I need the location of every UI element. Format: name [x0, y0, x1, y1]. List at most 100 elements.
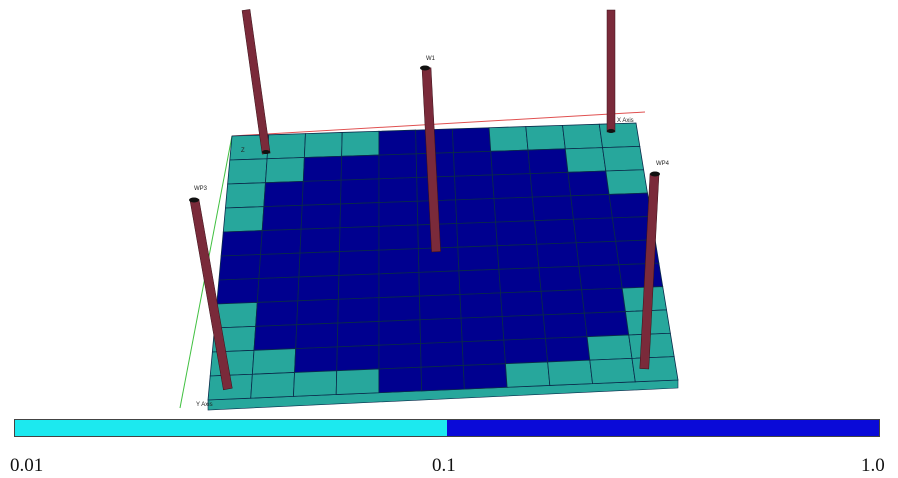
grid-cell: [341, 130, 380, 157]
grid-cell: [296, 298, 339, 326]
colorbar-tick-label: 0.01: [10, 455, 44, 476]
grid-cell: [378, 129, 417, 156]
grid-cell: [536, 242, 580, 269]
grid-cell: [420, 341, 464, 368]
colorbar: [14, 419, 880, 437]
grid-cell: [418, 270, 461, 297]
y-axis-label: Y Axis: [196, 402, 213, 408]
grid-cell: [578, 264, 623, 291]
well-label: WP4: [656, 161, 670, 167]
grid-cell: [227, 158, 268, 185]
grid-cell: [294, 346, 338, 373]
colorbar-tick-label: 0.1: [432, 455, 456, 476]
grid-cell: [608, 192, 652, 219]
grid-cell: [457, 245, 500, 272]
grid-cell: [266, 133, 306, 160]
grid-cell: [260, 228, 302, 255]
well-back-right: [606, 9, 616, 133]
colorbar-tick-label: 1.0: [861, 455, 885, 476]
grid-cell: [458, 268, 501, 295]
grid-cell: [340, 178, 380, 205]
grid-cell: [300, 203, 341, 230]
grid-cell: [302, 155, 343, 182]
grid-cell: [454, 174, 495, 201]
grid-cell: [419, 317, 463, 344]
well-w1: W1: [420, 56, 441, 253]
grid-cell: [500, 290, 544, 317]
grid-cell: [583, 311, 630, 338]
grid-cell: [491, 173, 533, 199]
well-wp4: WP4: [639, 161, 670, 370]
grid-cell: [496, 243, 540, 270]
grid-cell: [222, 206, 265, 233]
grid-cell: [453, 150, 493, 177]
grid-cell: [303, 132, 343, 158]
grid-cell: [575, 240, 620, 267]
grid-cell: [251, 348, 297, 375]
grid-cell: [256, 276, 300, 303]
grid-cell: [378, 366, 423, 394]
grid-cell: [451, 127, 492, 153]
grid-cell: [462, 363, 508, 390]
grid-cell: [419, 294, 462, 321]
grid-cell: [456, 221, 498, 248]
grid-cell: [529, 171, 572, 198]
grid-cell: [564, 147, 607, 173]
grid-cell: [250, 372, 295, 399]
grid-cell: [567, 170, 610, 197]
grid-cell: [378, 177, 418, 203]
grid-cell: [631, 356, 679, 383]
well-label: W1: [426, 56, 436, 62]
well-back-left: [241, 9, 271, 155]
grid-cell: [573, 217, 617, 244]
grid-cell: [339, 202, 380, 229]
grid-cell: [488, 126, 529, 152]
grid-cell: [258, 252, 301, 279]
grid-cell: [586, 334, 633, 361]
grid-cell: [455, 198, 497, 224]
grid-cell: [525, 124, 566, 151]
grid-cell: [299, 227, 341, 254]
grid-cell: [605, 169, 648, 195]
grid-cell: [547, 359, 593, 386]
grid-cell: [261, 204, 303, 232]
grid-cell: [255, 300, 299, 327]
grid-cell: [253, 324, 298, 351]
grid-cell: [378, 343, 422, 370]
grid-cell: [628, 332, 675, 359]
grid-cell: [459, 292, 503, 319]
grid-cell: [545, 336, 591, 363]
x-axis-label: X Axis: [617, 118, 634, 124]
reservoir-3d-view: W1 WP3 WP4 X Axis Y Axis Z: [179, 9, 679, 411]
grid-cell: [378, 248, 420, 275]
colorbar-low-segment: [15, 420, 447, 436]
grid-cell: [527, 148, 569, 175]
grid-cell: [602, 145, 645, 172]
grid-cell: [338, 249, 380, 276]
grid-cell: [378, 295, 421, 322]
grid-cell: [562, 123, 604, 150]
grid-cell: [340, 154, 380, 181]
grid-cell: [420, 365, 465, 392]
grid-cell: [618, 262, 664, 289]
z-axis-label: Z: [241, 148, 245, 154]
grid-cell: [301, 179, 342, 206]
grid-cell: [378, 319, 421, 346]
grid-cell: [216, 278, 260, 305]
grid-cell: [209, 349, 255, 377]
grid-cell: [335, 368, 380, 395]
x-axis-line: [231, 111, 646, 137]
grid-cell: [503, 337, 549, 365]
grid-cell: [293, 370, 338, 397]
well-wp3: WP3: [189, 186, 233, 391]
grid-cell: [461, 339, 506, 366]
grid-cell: [218, 254, 261, 281]
grid-cell: [263, 180, 304, 208]
grid-cell: [460, 316, 505, 343]
reservoir-grid: [207, 122, 679, 401]
grid-cell: [589, 357, 636, 385]
grid-cell: [378, 224, 419, 251]
grid-cell: [378, 153, 418, 180]
well-label: WP3: [194, 186, 208, 192]
grid-cell: [265, 157, 305, 184]
